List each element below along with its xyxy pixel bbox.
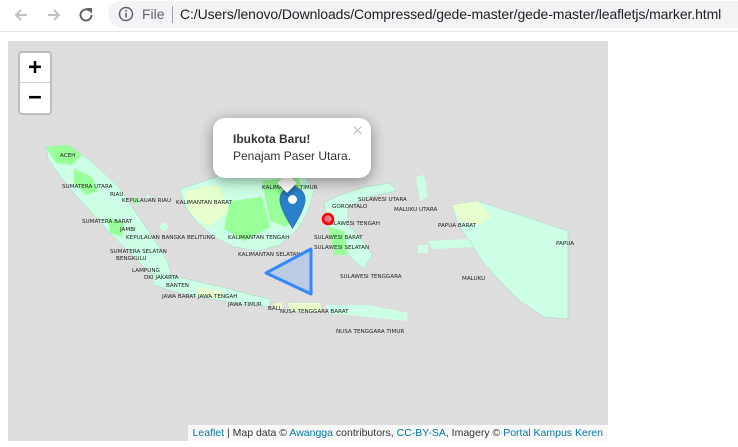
label-malut: MALUKU UTARA	[394, 207, 438, 213]
label-sulbar: SULAWESI BARAT	[314, 235, 363, 241]
label-kalteng: KALIMANTAN TENGAH	[228, 235, 289, 241]
island-papua	[451, 200, 569, 320]
region-papua-barat	[452, 201, 492, 225]
label-kalbar: KALIMANTAN BARAT	[176, 200, 232, 206]
island-bali	[274, 303, 282, 309]
label-sumut: SUMATERA UTARA	[62, 184, 113, 190]
label-sultra: SULAWESI TENGGARA	[340, 274, 402, 280]
region-kalteng	[224, 197, 270, 241]
marker-popup: × Ibukota Baru! Penajam Paser Utara.	[213, 118, 371, 178]
label-sumbar: SUMATERA BARAT	[82, 219, 133, 225]
label-maluku: MALUKU	[462, 276, 485, 282]
triangle-polygon[interactable]	[264, 247, 313, 296]
portal-link[interactable]: Portal Kampus Keren	[503, 427, 603, 439]
label-dki: DKI JAKARTA	[144, 275, 179, 281]
island-buru	[418, 245, 428, 253]
awangga-link[interactable]: Awangga	[289, 427, 333, 439]
label-kalsel: KALIMANTAN SELATAN	[238, 252, 301, 258]
browser-toolbar: File C:/Users/lenovo/Downloads/Compresse…	[0, 0, 738, 32]
label-papua: PAPUA	[556, 241, 574, 247]
region-sulsel	[328, 227, 348, 255]
popup-title: Ibukota Baru!	[233, 132, 311, 146]
map-marker-icon[interactable]	[279, 186, 306, 229]
label-jateng: JAWA TENGAH	[197, 294, 237, 300]
region-aceh	[46, 145, 82, 165]
islands-riau-2	[146, 195, 150, 199]
region-jateng	[198, 287, 222, 299]
address-separator	[172, 6, 173, 23]
label-sumsel: SUMATERA SELATAN	[110, 249, 167, 255]
back-button[interactable]	[11, 5, 31, 25]
label-banten: BANTEN	[166, 283, 189, 289]
popup-close-button[interactable]: ×	[351, 121, 364, 139]
island-ntb	[288, 303, 322, 311]
url-text[interactable]: C:/Users/lenovo/Downloads/Compressed/ged…	[180, 6, 722, 22]
indonesia-map[interactable]: ACEH SUMATERA UTARA RIAU KEPULAUAN RIAU …	[8, 41, 608, 441]
forward-button[interactable]	[44, 5, 64, 25]
label-ntb: NUSA TENGGARA BARAT	[280, 309, 349, 315]
attribution-imagery: , Imagery ©	[445, 427, 504, 439]
island-maluku-utara	[416, 175, 428, 201]
attribution-map-data: | Map data ©	[224, 427, 290, 439]
label-jambi: JAMBI	[119, 227, 136, 233]
attribution-contributors: contributors,	[333, 427, 397, 439]
reload-icon	[79, 8, 93, 22]
label-sulut: SULAWESI UTARA	[358, 197, 407, 203]
label-sulsel: SULAWESI SELATAN	[314, 245, 369, 251]
info-icon[interactable]	[118, 6, 134, 22]
map-attribution: Leaflet | Map data © Awangga contributor…	[187, 425, 608, 441]
label-jabar: JAWA BARAT	[161, 294, 197, 300]
label-sulteng: SULAWESI TENGAH	[326, 221, 380, 227]
label-aceh: ACEH	[60, 153, 75, 159]
reload-button[interactable]	[76, 5, 96, 25]
label-gorontalo: GORONTALO	[332, 204, 368, 210]
label-bali: BALI	[268, 306, 281, 312]
file-scheme-label: File	[142, 6, 165, 22]
island-seram	[428, 239, 474, 249]
license-link[interactable]: CC-BY-SA	[396, 427, 446, 439]
zoom-in-button[interactable]: +	[20, 53, 50, 83]
label-papbar: PAPUA BARAT	[438, 223, 477, 229]
map-container[interactable]: ACEH SUMATERA UTARA RIAU KEPULAUAN RIAU …	[8, 41, 608, 441]
arrow-left-icon	[14, 9, 27, 21]
label-bengkulu: BENGKULU	[116, 256, 146, 262]
label-jatim: JAWA TIMUR	[227, 302, 262, 308]
address-bar[interactable]: File C:/Users/lenovo/Downloads/Compresse…	[108, 1, 738, 28]
label-lampung: LAMPUNG	[132, 268, 160, 274]
label-kepri: KEPULAUAN RIAU	[122, 198, 171, 204]
popup-text: Penajam Paser Utara.	[233, 149, 352, 163]
region-kalbar	[184, 185, 230, 227]
islands-riau-1	[133, 198, 139, 204]
leaflet-link[interactable]: Leaflet	[192, 427, 225, 439]
label-babel: KEPULAUAN BANGKA BELITUNG	[126, 235, 215, 241]
region-jambi	[108, 217, 124, 237]
red-circle[interactable]	[321, 212, 335, 226]
arrow-right-icon	[48, 9, 61, 21]
islands-babel	[160, 223, 168, 231]
island-sumatra	[45, 144, 173, 282]
zoom-control: + −	[18, 51, 52, 115]
zoom-out-button[interactable]: −	[28, 85, 42, 110]
region-sumut	[74, 169, 98, 195]
island-ntt	[326, 305, 408, 321]
label-ntt: NUSA TENGGARA TIMUR	[336, 329, 404, 335]
label-riau: RIAU	[110, 192, 123, 198]
